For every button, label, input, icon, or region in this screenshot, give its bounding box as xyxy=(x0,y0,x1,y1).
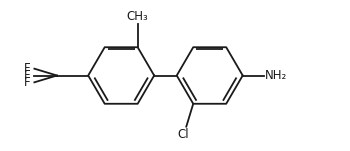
Text: NH₂: NH₂ xyxy=(265,69,288,82)
Text: F: F xyxy=(24,62,31,75)
Text: F: F xyxy=(24,69,31,82)
Text: F: F xyxy=(24,76,31,89)
Text: CH₃: CH₃ xyxy=(127,10,148,23)
Text: Cl: Cl xyxy=(177,128,189,141)
